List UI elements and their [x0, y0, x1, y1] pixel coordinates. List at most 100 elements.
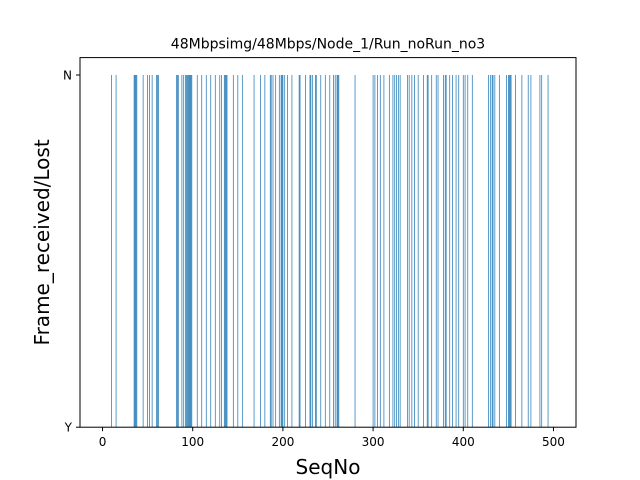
- bar-seq-202: [284, 75, 286, 428]
- bar-seq-110: [201, 75, 203, 428]
- bar-seq-453: [510, 75, 512, 428]
- bar-seq-61: [157, 75, 158, 428]
- bar-seq-487: [541, 75, 543, 428]
- bar-seq-199: [281, 75, 283, 428]
- bar-seq-93: [186, 75, 187, 428]
- bar-seq-210: [291, 75, 293, 428]
- bar-seq-388: [452, 75, 453, 428]
- bar-seq-138: [226, 75, 228, 428]
- bar-seq-120: [210, 75, 212, 428]
- bar-seq-400: [462, 75, 464, 428]
- bar-seq-260: [336, 75, 338, 428]
- bar-seq-105: [196, 75, 198, 428]
- bar-seq-475: [530, 75, 532, 428]
- bar-seq-236: [315, 75, 316, 428]
- bar-seq-180: [264, 75, 266, 428]
- bar-seq-433: [492, 75, 494, 428]
- x-tick-label-400: 400: [452, 435, 475, 449]
- plot-frame: [79, 57, 577, 428]
- bar-seq-458: [515, 75, 516, 428]
- bar-seq-55: [151, 75, 153, 428]
- bar-seq-247: [324, 75, 326, 428]
- bar-seq-135: [223, 75, 225, 428]
- bar-seq-97: [189, 75, 191, 428]
- bar-seq-198: [280, 75, 282, 428]
- bar-seq-125: [214, 75, 216, 428]
- bar-seq-302: [374, 75, 376, 428]
- bar-seq-219: [299, 75, 301, 428]
- bar-seq-256: [333, 75, 334, 428]
- bar-seq-318: [388, 75, 390, 428]
- bar-seq-378: [443, 75, 444, 428]
- bar-seq-237: [315, 75, 317, 428]
- bar-seq-192: [275, 75, 277, 428]
- y-axis-label: Frame_received/Lost: [30, 139, 54, 345]
- bar-seq-280: [354, 75, 356, 428]
- bar-seq-83: [177, 75, 178, 428]
- bar-seq-62: [158, 75, 159, 428]
- bar-seq-36: [134, 75, 136, 428]
- bar-seq-252: [329, 75, 331, 428]
- bar-seq-10: [111, 75, 112, 428]
- bar-seq-435: [494, 75, 496, 428]
- bar-seq-132: [221, 75, 222, 428]
- bar-seq-370: [435, 75, 437, 428]
- bar-seq-38: [136, 75, 138, 428]
- bar-seq-343: [411, 75, 413, 428]
- bar-seq-242: [320, 75, 322, 428]
- bar-seq-361: [427, 75, 429, 428]
- bar-seq-392: [455, 75, 457, 428]
- y-tick-label-N: N: [63, 69, 72, 83]
- bar-seq-98: [190, 75, 192, 428]
- bar-seq-15: [115, 75, 117, 428]
- bar-seq-90: [183, 75, 185, 428]
- bar-seq-472: [527, 75, 529, 428]
- bar-seq-448: [506, 75, 507, 428]
- bar-seq-312: [383, 75, 385, 428]
- bar-seq-395: [458, 75, 460, 428]
- bar-seq-50: [147, 75, 148, 428]
- bar-seq-45: [142, 75, 144, 428]
- x-axis-label: SeqNo: [296, 455, 361, 479]
- bar-seq-205: [287, 75, 288, 428]
- x-tick-label-200: 200: [271, 435, 294, 449]
- bar-seq-494: [547, 75, 549, 428]
- bar-seq-186: [269, 75, 271, 428]
- bar-seq-261: [337, 75, 339, 428]
- bar-seq-150: [237, 75, 239, 428]
- x-tick-label-0: 0: [99, 435, 107, 449]
- bar-seq-231: [310, 75, 312, 428]
- bar-seq-405: [467, 75, 469, 428]
- bar-seq-350: [417, 75, 419, 428]
- bar-seq-385: [449, 75, 451, 428]
- bar-seq-324: [394, 75, 396, 428]
- bar-seq-410: [471, 75, 473, 428]
- bar-seq-175: [260, 75, 261, 428]
- x-axis-ticks: 0 100 200 300 400 500: [99, 427, 565, 449]
- bar-seq-196: [278, 75, 280, 428]
- bar-seq-402: [464, 75, 466, 428]
- bar-seq-200: [282, 75, 284, 428]
- bar-seq-440: [498, 75, 500, 428]
- bar-seq-137: [225, 75, 227, 428]
- bar-seq-145: [232, 75, 234, 428]
- bar-seq-356: [423, 75, 424, 428]
- bar-seq-92: [185, 75, 186, 428]
- bar-seq-340: [408, 75, 410, 428]
- bar-seq-380: [444, 75, 446, 428]
- chart-title: 48Mbpsimg/48Mbps/Node_1/Run_noRun_no3: [171, 37, 485, 53]
- bar-seq-88: [181, 75, 183, 428]
- bar-seq-450: [508, 75, 509, 428]
- bar-seq-187: [270, 75, 272, 428]
- bar-seq-130: [219, 75, 221, 428]
- bar-seq-225: [305, 75, 306, 428]
- x-tick-label-100: 100: [181, 435, 204, 449]
- y-axis-ticks: YN: [63, 69, 80, 435]
- bar-seq-485: [539, 75, 541, 428]
- x-tick-label-500: 500: [542, 435, 565, 449]
- bar-seq-96: [188, 75, 190, 428]
- bar-seq-430: [489, 75, 491, 428]
- bar-seq-35: [133, 75, 135, 428]
- bar-seq-95: [187, 75, 189, 428]
